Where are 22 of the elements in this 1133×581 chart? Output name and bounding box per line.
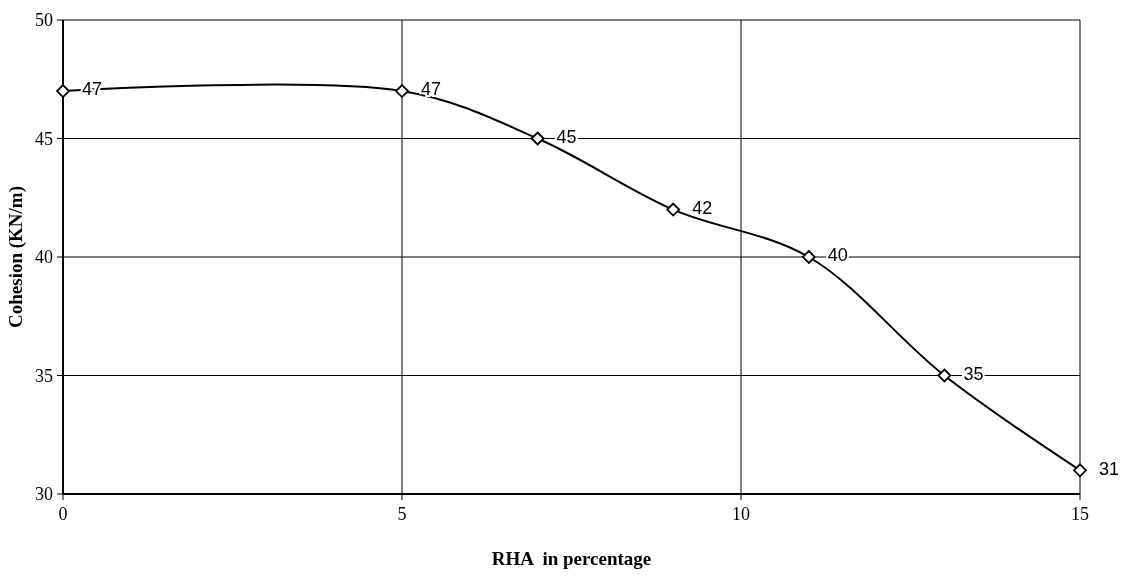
x-tick-label: 15 <box>1071 504 1089 524</box>
x-tick-label: 5 <box>397 504 407 524</box>
y-tick-label: 30 <box>35 484 53 505</box>
y-tick-label: 40 <box>35 247 53 268</box>
data-label: 42 <box>692 197 713 218</box>
point <box>56 84 70 98</box>
y-axis-title: Cohesion (KN/m) <box>5 186 27 328</box>
point <box>530 131 545 146</box>
y-tick-label: 50 <box>35 10 53 31</box>
data-label: 40 <box>827 245 848 266</box>
y-tick-label: 35 <box>35 365 53 386</box>
data-label: 31 <box>1099 458 1120 479</box>
point <box>937 368 952 383</box>
point <box>801 250 816 264</box>
y-tick-label: 45 <box>35 128 53 149</box>
x-tick-label: 10 <box>732 504 750 524</box>
point <box>395 84 409 98</box>
data-label: 47 <box>421 79 442 100</box>
point <box>1073 463 1087 478</box>
point <box>666 202 681 217</box>
x-tick-label: 0 <box>58 504 68 524</box>
x-axis-title: RHA in percentage <box>491 548 652 569</box>
